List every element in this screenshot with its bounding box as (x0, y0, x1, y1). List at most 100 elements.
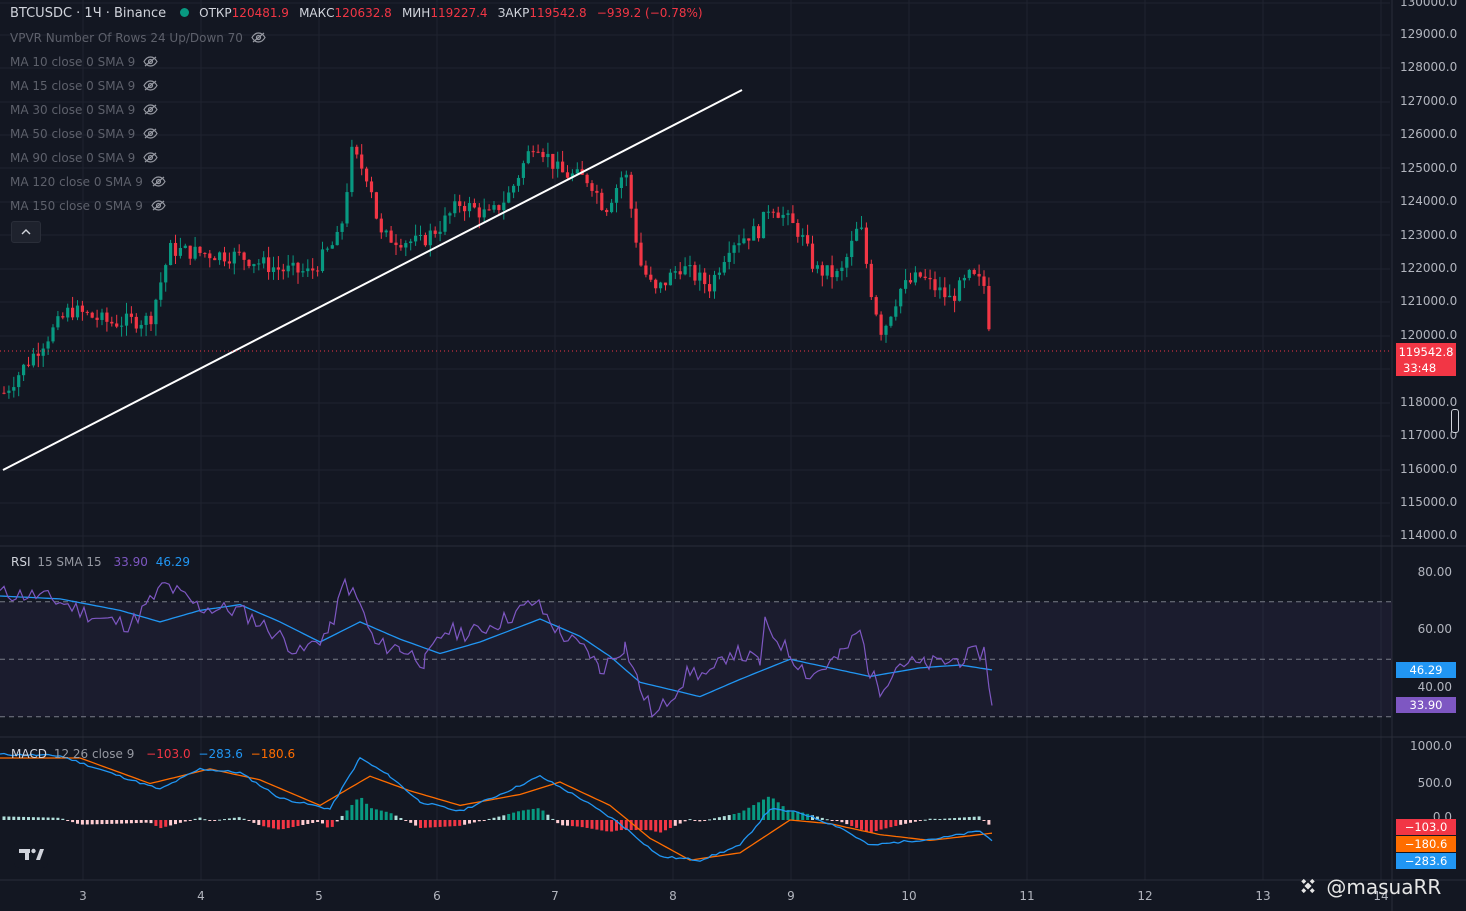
macd-histogram-bar (845, 820, 849, 825)
macd-histogram-bar (438, 820, 442, 827)
candle-body (12, 387, 16, 391)
candle-body (7, 390, 11, 393)
macd-histogram-bar (673, 820, 677, 826)
indicator-ma10[interactable]: MA 10 close 0 SMA 9 (10, 55, 158, 69)
macd-histogram-bar (311, 820, 315, 823)
macd-histogram-bar (31, 817, 35, 820)
hidden-eye-icon[interactable] (143, 152, 158, 163)
macd-histogram-bar (51, 817, 55, 820)
symbol-title[interactable]: BTCUSDC · 1Ч · Binance (10, 6, 167, 21)
macd-legend[interactable]: MACD 12 26 close 9 −103.0 −283.6 −180.6 (11, 747, 295, 761)
candle-body (22, 364, 26, 376)
axis-scale-handle[interactable] (1451, 409, 1459, 433)
candle-body (987, 285, 991, 330)
macd-histogram-bar (580, 820, 584, 828)
hidden-eye-icon[interactable] (143, 104, 158, 115)
time-tick: 5 (315, 889, 323, 903)
macd-histogram-bar (193, 818, 197, 820)
candle-body (100, 312, 104, 320)
candle-body (639, 242, 643, 266)
candle-body (271, 267, 276, 273)
hidden-eye-icon[interactable] (143, 80, 158, 91)
rsi-tick: 40.00 (1417, 680, 1452, 694)
candle-body (894, 306, 898, 317)
hidden-eye-icon[interactable] (143, 56, 158, 67)
indicator-label: MA 150 close 0 SMA 9 (10, 199, 143, 213)
candle-body (389, 230, 393, 243)
macd-histogram-bar (247, 820, 251, 821)
candle-body (595, 190, 599, 193)
indicator-ma150[interactable]: MA 150 close 0 SMA 9 (10, 199, 166, 213)
macd-histogram-bar (487, 818, 491, 820)
macd-histogram-bar (492, 817, 496, 820)
time-tick: 8 (669, 889, 677, 903)
hidden-eye-icon[interactable] (151, 176, 166, 187)
macd-histogram-bar (864, 820, 868, 832)
candle-body (948, 295, 952, 298)
hidden-eye-icon[interactable] (151, 200, 166, 211)
watermark-text: @masuaRR (1326, 875, 1442, 899)
hidden-eye-icon[interactable] (143, 128, 158, 139)
candle-body (864, 227, 868, 264)
candle-body (458, 201, 462, 206)
macd-histogram-bar (144, 820, 148, 823)
hidden-eye-icon[interactable] (251, 32, 266, 43)
macd-histogram-bar (517, 811, 520, 820)
candle-body (918, 272, 922, 277)
macd-histogram-bar (502, 815, 506, 820)
indicator-ma30[interactable]: MA 30 close 0 SMA 9 (10, 103, 158, 117)
candle-body (262, 257, 266, 264)
candle-body (742, 238, 746, 244)
candle-body (404, 243, 408, 248)
macd-histogram-bar (404, 820, 408, 821)
rsi-legend[interactable]: RSI 15 SMA 15 33.90 46.29 (11, 555, 190, 569)
close-label: ЗАКР (497, 6, 530, 20)
candle-body (703, 272, 707, 285)
candle-body (301, 271, 305, 273)
open-label: ОТКР (199, 6, 232, 20)
indicator-ma90[interactable]: MA 90 close 0 SMA 9 (10, 151, 158, 165)
macd-histogram-bar (227, 818, 231, 820)
candle-body (360, 154, 364, 169)
candle-body (203, 252, 207, 254)
indicator-label: MA 30 close 0 SMA 9 (10, 103, 136, 117)
macd-histogram-bar (962, 817, 966, 820)
candle-body (659, 282, 663, 289)
candle-body (502, 202, 506, 211)
candle-body (541, 151, 545, 158)
indicator-vpvr[interactable]: VPVR Number Of Rows 24 Up/Down 70 (10, 31, 266, 45)
macd-histogram-bar (688, 819, 692, 821)
macd-histogram-bar (12, 816, 16, 820)
indicator-ma50[interactable]: MA 50 close 0 SMA 9 (10, 127, 158, 141)
candle-body (977, 273, 981, 277)
macd-histogram-bar (80, 820, 84, 825)
candle-body (316, 270, 320, 272)
candle-body (428, 230, 432, 246)
indicator-label: MA 15 close 0 SMA 9 (10, 79, 136, 93)
macd-histogram-bar (781, 806, 785, 820)
indicator-ma120[interactable]: MA 120 close 0 SMA 9 (10, 175, 166, 189)
macd-signal-line (0, 757, 993, 861)
macd-histogram-bar (717, 817, 721, 820)
collapse-legend-button[interactable] (11, 221, 41, 243)
low-label: МИН (401, 6, 431, 20)
candle-body (61, 316, 65, 318)
candle-body (899, 288, 903, 307)
macd-histogram-bar (213, 820, 217, 821)
candle-body (71, 307, 75, 318)
candle-body (36, 353, 40, 356)
candle-body (605, 209, 609, 213)
candle-body (208, 253, 212, 259)
macd-histogram-bar (967, 817, 971, 820)
candle-body (31, 353, 35, 366)
time-tick: 14 (1373, 889, 1389, 903)
candle-body (296, 262, 300, 273)
macd-histogram-bar (316, 820, 320, 822)
indicator-ma15[interactable]: MA 15 close 0 SMA 9 (10, 79, 158, 93)
candle-body (183, 245, 187, 248)
candle-body (663, 282, 668, 286)
macd-histogram-bar (242, 818, 246, 820)
tradingview-logo[interactable] (14, 840, 48, 868)
price-tick: 126000.0 (1400, 127, 1458, 141)
